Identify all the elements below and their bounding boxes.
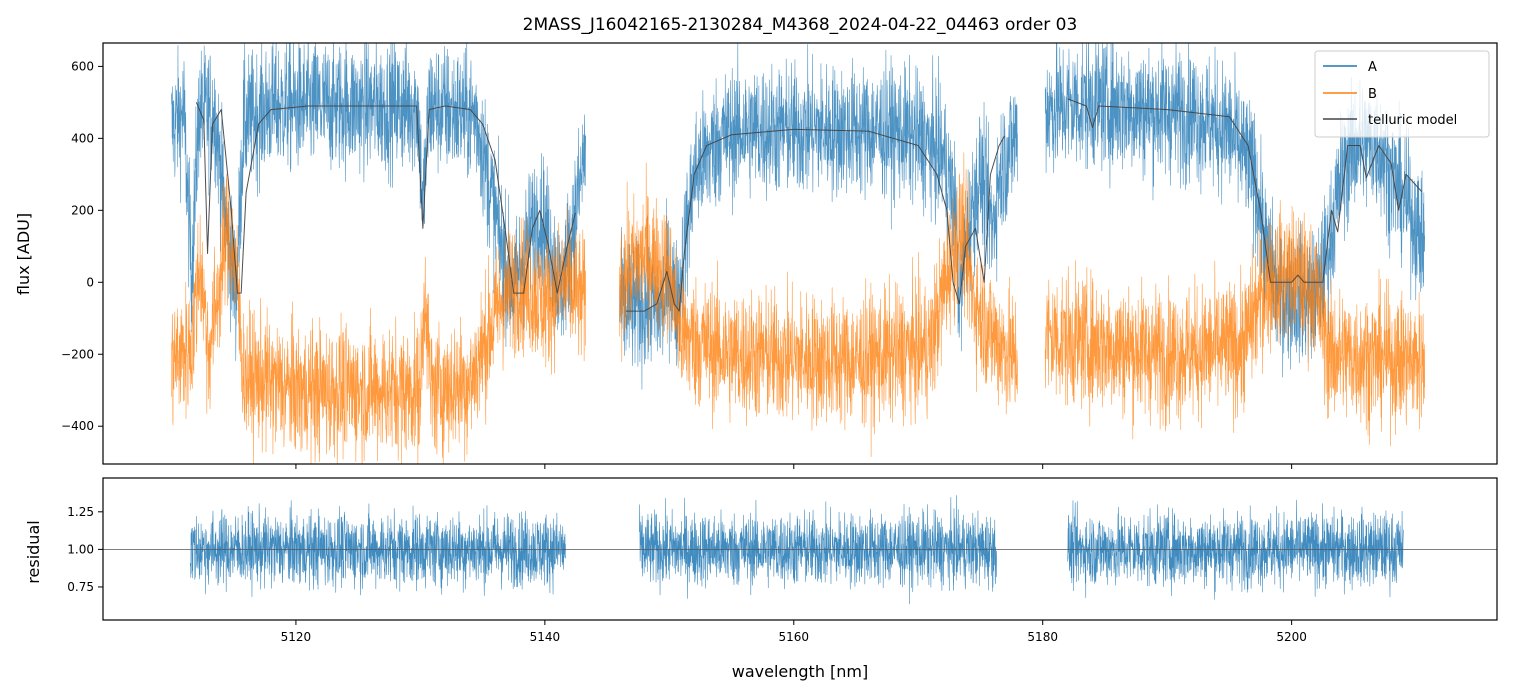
- top-y-tick-label: 600: [71, 59, 94, 73]
- legend: A B telluric model: [1314, 50, 1490, 138]
- telluric-model-line: [195, 98, 1423, 312]
- bottom-panel: 5120 5140 5160 5180 5200 0.75 1.00 1.25 residu…: [24, 477, 1498, 681]
- top-axes-frame: [102, 42, 1498, 465]
- top-y-ticks: −400 −200 0 200 400 600: [61, 59, 103, 433]
- series-b-segment-0: [171, 173, 586, 464]
- bottom-y-ticks: 0.75 1.00 1.25: [67, 505, 103, 594]
- top-y-tick-label: 0: [86, 275, 94, 289]
- top-y-tick-label: −400: [61, 419, 94, 433]
- top-y-tick-label: 200: [71, 203, 94, 217]
- top-panel: 2MASS_J16042165-2130284_M4368_2024-04-22…: [14, 15, 1498, 469]
- top-y-axis-label: flux [ADU]: [14, 213, 33, 295]
- series-b-segment-2: [1044, 200, 1426, 447]
- bottom-x-ticks: 5120 5140 5160 5180 5200: [281, 620, 1307, 644]
- series-a-segment-1: [619, 43, 1018, 390]
- bottom-x-tick-label: 5200: [1276, 630, 1307, 644]
- bottom-y-tick-label: 1.25: [67, 505, 94, 519]
- bottom-x-tick-label: 5140: [530, 630, 561, 644]
- residual-series-line: [189, 495, 1404, 605]
- bottom-x-tick-label: 5160: [779, 630, 810, 644]
- series-b-segment-1: [619, 152, 1018, 457]
- bottom-y-tick-label: 0.75: [67, 580, 94, 594]
- legend-label-b: B: [1368, 87, 1377, 102]
- bottom-x-tick-label: 5120: [281, 630, 312, 644]
- top-x-ticks: [295, 464, 1293, 469]
- series-a-segment-2: [1044, 43, 1426, 378]
- telluric-model-segment-1: [625, 128, 1006, 312]
- top-y-tick-label: −200: [61, 347, 94, 361]
- chart-title: 2MASS_J16042165-2130284_M4368_2024-04-22…: [523, 15, 1078, 35]
- series-b-line: [171, 152, 1426, 464]
- legend-label-telluric-model: telluric model: [1368, 113, 1457, 128]
- top-y-tick-label: 400: [71, 131, 94, 145]
- residual-segment-2: [1067, 499, 1404, 600]
- x-axis-label: wavelength [nm]: [732, 662, 869, 681]
- legend-box: [1314, 50, 1490, 138]
- bottom-plot-area: [103, 495, 1497, 605]
- bottom-y-axis-label: residual: [24, 520, 43, 583]
- residual-segment-1: [639, 495, 997, 605]
- telluric-model-segment-2: [1067, 98, 1423, 283]
- top-plot-area: [171, 43, 1426, 464]
- legend-label-a: A: [1368, 60, 1377, 75]
- telluric-model-segment-0: [195, 102, 576, 294]
- bottom-y-tick-label: 1.00: [67, 542, 94, 556]
- bottom-x-tick-label: 5180: [1027, 630, 1058, 644]
- residual-segment-0: [189, 500, 567, 597]
